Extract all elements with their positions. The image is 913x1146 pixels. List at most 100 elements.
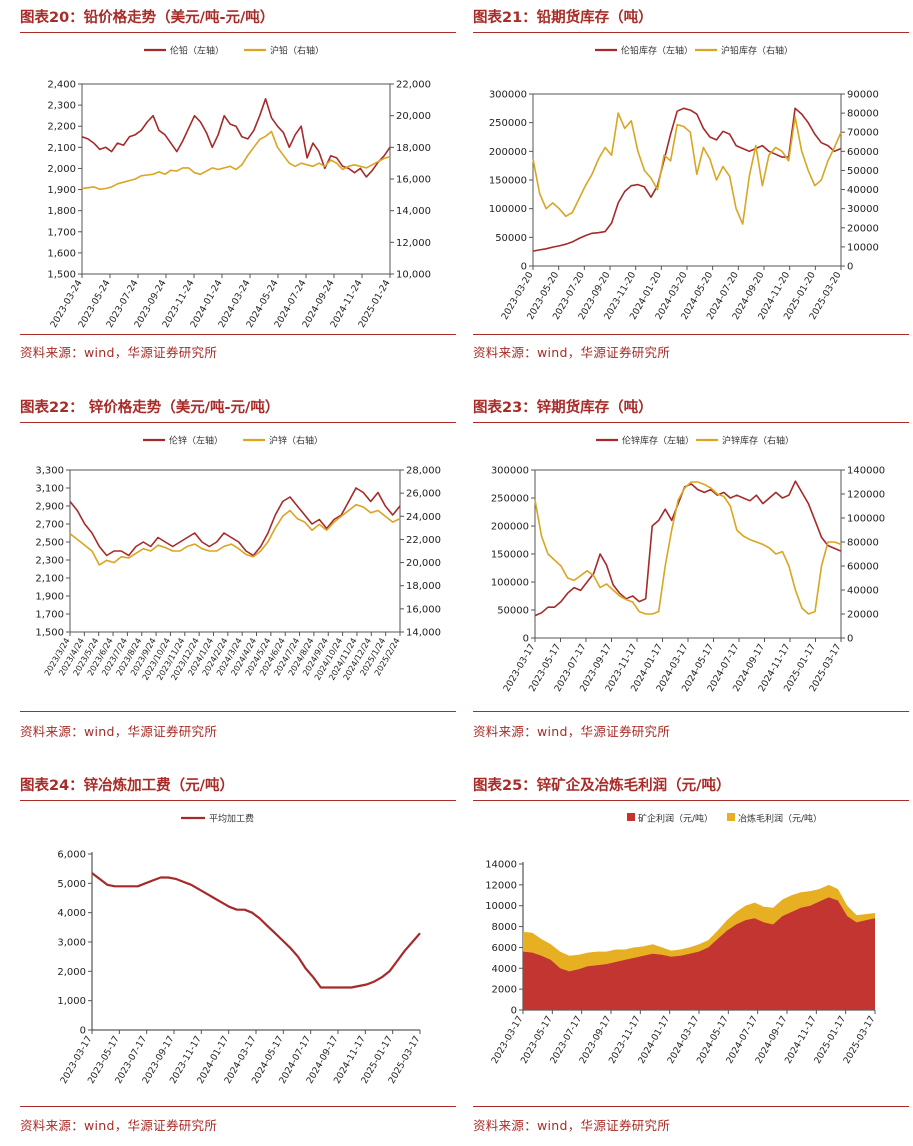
y-tick-label: 1,900 (47, 185, 76, 196)
y-tick-label: 1,000 (57, 996, 86, 1007)
legend-label: 伦锌（左轴） (169, 435, 223, 447)
y2-tick-label: 12,000 (396, 238, 431, 249)
title-rule (473, 422, 909, 423)
chart-title: 图表25：锌矿企及冶炼毛利润（元/吨） (473, 778, 731, 794)
y-tick-label: 100000 (491, 578, 529, 589)
y2-tick-label: 16,000 (406, 604, 441, 615)
y-tick-label: 250000 (491, 494, 529, 505)
legend-label: 沪铅（右轴） (270, 45, 324, 57)
y-tick-label: 100000 (489, 204, 527, 215)
source-rule (20, 334, 456, 335)
source-rule (473, 1106, 909, 1107)
chart-title: 图表23：锌期货库存（吨） (473, 400, 653, 416)
y-tick-label: 2000 (492, 985, 517, 996)
y2-tick-label: 18,000 (396, 143, 431, 154)
y-tick-label: 2,700 (35, 520, 64, 531)
y2-tick-label: 90000 (847, 90, 879, 101)
chart-panel-zinc-profit: 图表25：锌矿企及冶炼毛利润（元/吨） 0 2000 4000 6000 8000 100… (473, 776, 909, 1138)
y-tick-label: 0 (523, 634, 529, 645)
title-rule (20, 800, 456, 801)
title-rule (473, 800, 909, 801)
y2-tick-label: 10000 (847, 242, 879, 253)
y2-tick-label: 40000 (847, 185, 879, 196)
y2-tick-label: 120000 (847, 490, 885, 501)
source-note: 资料来源：wind，华源证券研究所 (20, 724, 218, 739)
y-tick-label: 10000 (485, 901, 517, 912)
y2-tick-label: 0 (847, 634, 853, 645)
series-line-沪铅库存（右轴） (532, 112, 842, 225)
y-tick-label: 3,000 (57, 938, 86, 949)
source-note: 资料来源：wind，华源证券研究所 (20, 345, 218, 360)
source-note: 资料来源：wind，华源证券研究所 (20, 1118, 218, 1133)
lead-price-chart: 1,500 1,600 1,700 1,800 1,900 2,000 2,100 2,200… (47, 45, 431, 330)
y2-tick-label: 40000 (847, 586, 879, 597)
chart-panel-zinc-inventory: 图表23：锌期货库存（吨） 0 50000 100000 150000 200000 25… (473, 398, 909, 748)
y2-tick-label: 80000 (847, 538, 879, 549)
source-rule (20, 1106, 456, 1107)
y-tick-label: 2,300 (35, 556, 64, 567)
y2-tick-label: 0 (847, 262, 853, 273)
y-tick-label: 2,000 (47, 164, 76, 175)
legend-label: 沪锌（右轴） (269, 435, 323, 447)
y-tick-label: 2,900 (35, 502, 64, 513)
y-tick-label: 2,100 (35, 574, 64, 585)
legend-label: 矿企利润（元/吨） (638, 813, 713, 825)
y-tick-label: 5,000 (57, 879, 86, 890)
y-tick-label: 2,100 (47, 143, 76, 154)
y-tick-label: 200000 (491, 522, 529, 533)
y2-tick-label: 20,000 (396, 111, 431, 122)
y-tick-label: 12000 (485, 880, 517, 891)
series-line-沪锌（右轴） (69, 503, 401, 566)
y-tick-label: 3,300 (35, 466, 64, 477)
y-tick-label: 1,900 (35, 592, 64, 603)
zinc-profit-chart: 020004000600080001000012000140002023-03-… (485, 813, 877, 1066)
legend-swatch (627, 813, 635, 821)
y2-tick-label: 50000 (847, 166, 879, 177)
y-tick-label: 50000 (497, 606, 529, 617)
plot-frame (534, 469, 842, 639)
zinc-price-chart: 1,500 1,700 1,900 2,100 2,300 2,500 2,700 2,900… (35, 435, 441, 682)
y2-tick-label: 22,000 (396, 80, 431, 91)
y2-tick-label: 60000 (847, 562, 879, 573)
y2-tick-label: 20000 (847, 223, 879, 234)
y-tick-label: 3,100 (35, 484, 64, 495)
y2-tick-label: 22,000 (406, 535, 441, 546)
chart-panel-zinc-tc: 图表24：锌冶炼加工费（元/吨） 0 1,000 2,000 3,000 4,000 5,… (20, 776, 456, 1138)
source-rule (20, 711, 456, 712)
y-tick-label: 1,700 (35, 610, 64, 621)
y2-tick-label: 60000 (847, 147, 879, 158)
y-tick-label: 0 (511, 1006, 517, 1017)
y2-tick-label: 28,000 (406, 466, 441, 477)
y-tick-label: 2,200 (47, 122, 76, 133)
legend-label: 沪锌库存（右轴） (722, 435, 794, 447)
y2-tick-label: 100000 (847, 514, 885, 525)
chart-title: 图表24：锌冶炼加工费（元/吨） (20, 778, 234, 794)
series-line-伦锌库存（左轴） (534, 480, 842, 617)
chart-panel-lead-price: 图表20：铅价格走势（美元/吨-元/吨） 1,500 1,600 1,700 1,80… (20, 8, 456, 368)
plot-frame (69, 469, 401, 633)
y-tick-label: 2,300 (47, 101, 76, 112)
legend-label: 伦锌库存（左轴） (622, 435, 694, 447)
lead-inventory-chart: 0 50000 100000 150000 200000 250000 300000 0 100… (489, 45, 879, 322)
series-line-沪铅（右轴） (81, 130, 391, 191)
y-tick-label: 0 (80, 1026, 86, 1037)
chart-title: 图表20：铅价格走势（美元/吨-元/吨） (20, 10, 275, 26)
y-tick-label: 6,000 (57, 850, 86, 861)
y2-tick-label: 14,000 (396, 206, 431, 217)
y2-tick-label: 20,000 (406, 558, 441, 569)
chart-title: 图表21：铅期货库存（吨） (473, 10, 653, 26)
source-rule (473, 334, 909, 335)
y-tick-label: 1,600 (47, 248, 76, 259)
title-rule (473, 32, 909, 33)
zinc-inventory-chart: 0 50000 100000 150000 200000 250000 300000 0 200… (491, 435, 885, 694)
y2-tick-label: 20000 (847, 610, 879, 621)
series-line-沪锌库存（右轴） (534, 481, 842, 615)
y-tick-label: 8000 (492, 922, 517, 933)
y-tick-label: 6000 (492, 943, 517, 954)
y2-tick-label: 30000 (847, 204, 879, 215)
legend-label: 伦铅（左轴） (170, 45, 224, 57)
y-tick-label: 2,500 (35, 538, 64, 549)
y-tick-label: 4000 (492, 964, 517, 975)
legend-swatch (727, 813, 735, 821)
y-tick-label: 50000 (495, 233, 527, 244)
